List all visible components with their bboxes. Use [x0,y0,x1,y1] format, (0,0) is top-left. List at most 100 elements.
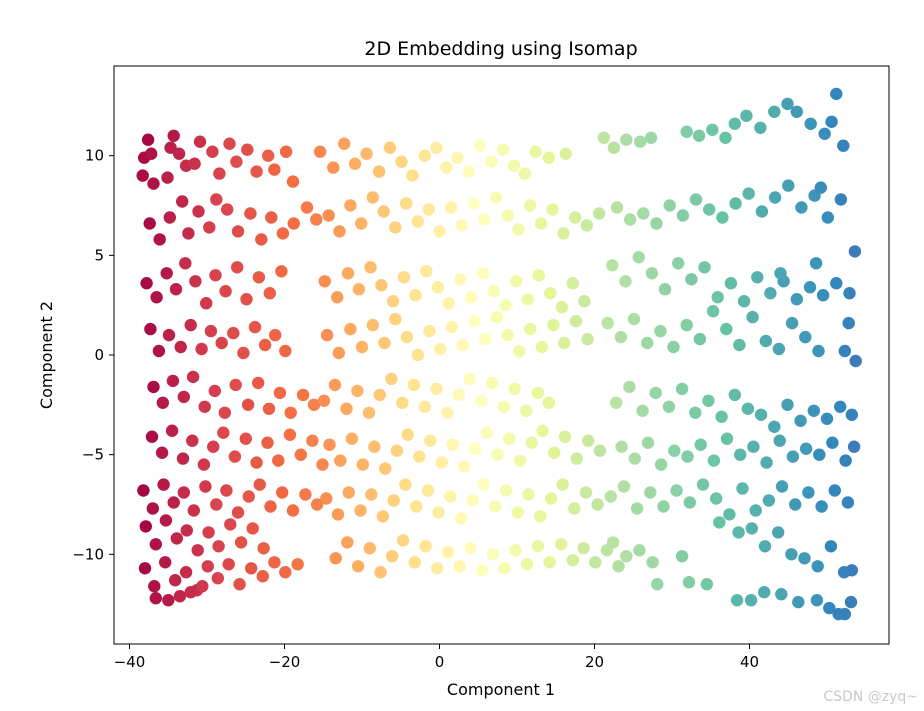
scatter-point [555,301,569,314]
scatter-point [520,558,534,571]
scatter-point [785,548,798,561]
scatter-point [328,378,342,392]
scatter-point [406,169,419,182]
scatter-point [445,320,459,334]
scatter-point [407,378,421,392]
scatter-point [203,221,216,234]
scatter-point [531,386,545,400]
scatter-point [834,400,847,413]
scatter-point [839,454,852,467]
scatter-point [187,504,200,517]
scatter-point [612,560,625,573]
scatter-point [241,143,254,156]
scatter-point [147,177,160,190]
scatter-point [408,556,421,569]
scatter-point [212,540,225,553]
scatter-point [799,442,813,455]
scatter-point [173,590,187,603]
scatter-point [511,506,524,519]
scatter-point [529,145,542,158]
chart-title: 2D Embedding using Isomap [364,38,637,60]
scatter-point [422,203,435,216]
scatter-point [668,444,681,457]
scatter-point [362,406,376,419]
scatter-point [496,143,510,156]
scatter-point [513,344,526,358]
scatter-point [344,322,357,336]
scatter-point [513,454,527,467]
scatter-point [220,484,233,497]
scatter-point [645,267,659,280]
scatter-point [606,536,620,549]
scatter-point [620,550,633,563]
scatter-point [387,494,400,507]
scatter-point [170,532,183,545]
scatter-point [200,297,213,310]
scatter-point [578,295,591,308]
scatter-point [150,291,163,304]
scatter-point [497,400,510,413]
scatter-point [283,428,297,441]
scatter-point [331,508,345,521]
scatter-point [184,318,197,332]
scatter-point [795,201,808,214]
scatter-point [141,133,155,146]
scatter-point [223,137,236,150]
scatter-point [649,386,662,400]
scatter-point [189,275,202,288]
scatter-point [719,131,732,144]
scatter-point [211,572,224,585]
scatter-point [623,213,637,226]
scatter-point [478,213,491,226]
scatter-point [360,147,373,160]
scatter-point [698,261,711,274]
scatter-point [507,159,521,172]
scatter-point [268,556,281,569]
scatter-point [711,291,724,304]
y-tick-label: −5 [82,446,104,464]
scatter-point [167,496,180,509]
scatter-point [257,542,270,555]
scatter-point [390,444,404,457]
scatter-point [341,536,354,549]
scatter-point [365,488,378,501]
scatter-point [348,157,362,170]
scatter-point [242,490,255,503]
scatter-point [610,396,623,409]
scatter-point [623,380,636,394]
scatter-point [475,564,489,577]
scatter-point [619,275,632,288]
scatter-point [207,440,220,453]
scatter-point [542,396,555,409]
scatter-point [706,123,719,136]
x-axis-ticks: −40 −20 0 20 40 [114,644,759,671]
scatter-point [244,207,257,220]
scatter-point [547,318,560,332]
scatter-point [473,139,486,152]
scatter-point [327,161,340,174]
scatter-point [751,271,764,284]
scatter-point [723,508,736,521]
scatter-point [310,498,324,511]
scatter-point [368,440,381,453]
scatter-point [159,514,173,527]
scatter-point [180,524,193,537]
scatter-point [790,293,803,306]
scatter-point [830,87,843,101]
scatter-point [758,586,771,599]
scatter-point [745,522,758,535]
scatter-point [775,588,788,601]
scatter-point [607,141,621,154]
scatter-point [144,322,157,336]
scatter-point [843,287,856,300]
scatter-point [399,478,412,491]
scatter-point [720,322,733,336]
scatter-point [775,480,789,493]
scatter-point [627,312,641,326]
scatter-point [792,595,805,609]
scatter-point [499,299,512,312]
scatter-point [215,336,228,350]
scatter-point [136,169,149,182]
scatter-point [675,550,689,563]
scatter-point [230,155,243,168]
